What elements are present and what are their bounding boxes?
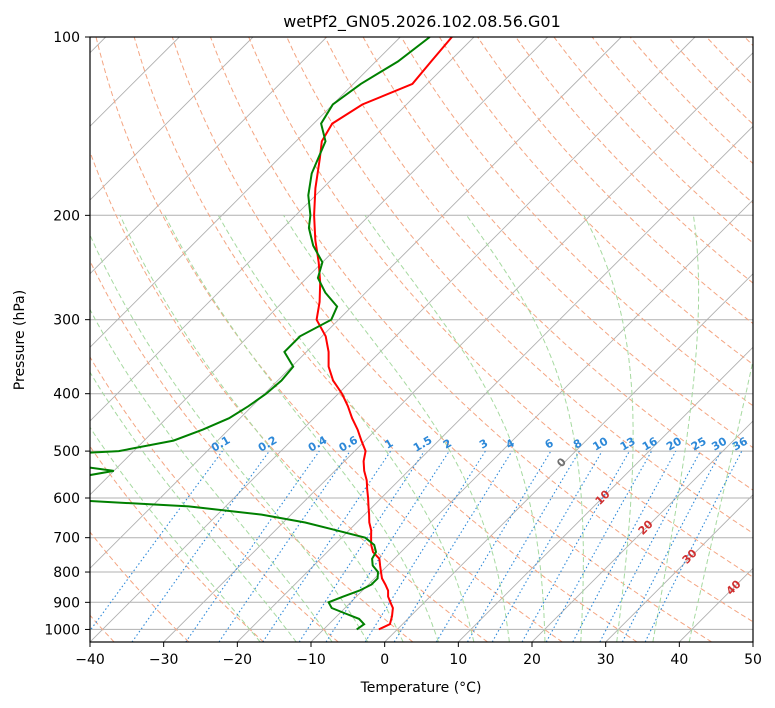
x-tick-label: 40 [670,652,688,668]
moist-adiabat [688,358,753,642]
x-axis-label: Temperature (°C) [360,680,482,696]
mixing-ratio-line [621,450,722,642]
x-tick-label: 10 [449,652,467,668]
dry-adiabat [210,37,753,623]
mixing-ratio-label: 4 [504,436,517,451]
y-axis-label: Pressure (hPa) [12,290,28,390]
mixing-ratio-line [644,450,743,642]
temperature-profile-line [313,37,453,631]
dry-adiabat-label: 20 [636,517,656,537]
mixing-ratio-line [325,450,450,642]
dry-adiabat [515,37,753,284]
moist-adiabat [90,233,369,642]
mixing-ratio-label: 6 [543,436,556,451]
moist-adiabat [164,215,439,642]
isotherm-line [752,641,753,642]
y-tick-label: 300 [53,313,80,329]
moist-adiabat [283,215,510,642]
y-tick-label: 200 [53,208,80,224]
y-tick-label: 800 [53,565,80,581]
moist-adiabat [364,215,546,642]
moist-adiabat [90,426,261,642]
axes: −40 −30 −20 −10 0 10 20 30 40 5010020030040050060… [44,30,762,668]
x-tick-label: 30 [597,652,615,668]
dry-adiabat [706,37,753,86]
dry-adiabat [324,37,753,491]
x-tick-label: −20 [223,652,253,668]
mixing-ratio-line [572,450,677,642]
moist-adiabat [583,215,634,642]
y-tick-label: 100 [53,30,80,46]
dewpoint-profile-line [90,37,431,631]
mixing-ratio-line [185,450,320,642]
y-tick-label: 900 [53,595,80,611]
moist-adiabat [217,215,475,642]
dry-adiabat [591,37,753,204]
isotherm-line [605,494,753,642]
y-tick-label: 600 [53,491,80,507]
isotherm-line [90,37,475,422]
y-tick-label: 400 [53,387,80,403]
mixing-ratio-line [262,450,392,642]
x-tick-label: 50 [744,652,762,668]
moist-adiabat [119,215,404,642]
y-tick-label: 500 [53,444,80,460]
moist-adiabat [652,215,700,642]
moist-adiabat [90,371,297,642]
mixing-ratio-line [545,450,653,642]
isotherm-line [90,37,254,201]
dry-adiabat [744,37,753,47]
dry-adiabat-label: 0 [554,455,569,470]
mixing-ratio-line [521,450,630,642]
mixing-ratio-line [435,450,552,642]
mixing-ratio-label: 1 [382,437,395,452]
isotherm-line [90,37,328,275]
dry-adiabat-label: 30 [680,546,700,566]
mixing-ratio-line [599,450,701,642]
dry-adiabat [90,531,190,642]
isotherm-line [457,346,753,642]
dry-adiabat [553,37,753,244]
mixing-ratio-line [393,450,513,642]
isotherm-line [236,125,753,642]
isotherm-line [163,52,753,642]
moist-adiabat [466,215,584,642]
mixing-ratio-line [298,450,425,642]
isotherm-line [531,420,753,642]
isotherm-line [90,37,401,348]
isotherm-line [90,37,622,569]
x-tick-label: −40 [75,652,105,668]
plot-area: 0.10.20.40.611.52346810131620253036-100-… [90,37,753,642]
y-tick-label: 1000 [44,622,80,638]
x-tick-label: −30 [149,652,179,668]
dry-adiabat [171,37,712,642]
chart-title: wetPf2_GN05.2026.102.08.56.G01 [283,12,561,32]
mixing-ratio-line [90,450,223,632]
plot-frame [89,36,754,643]
x-tick-label: 0 [380,652,389,668]
dry-adiabat [438,37,753,366]
dry-adiabat [90,356,339,642]
mixing-ratio-line [218,450,351,642]
dry-adiabat [362,37,753,449]
dry-adiabat [133,37,638,642]
isotherm-line [90,37,549,496]
dry-adiabat [400,37,753,407]
dry-adiabat [90,445,264,642]
dry-adiabat [90,259,414,642]
y-tick-label: 700 [53,531,80,547]
dry-adiabat [248,37,753,578]
mixing-ratio-line [131,450,270,642]
mixing-ratio-label: 2 [441,437,454,452]
x-tick-label: 20 [523,652,541,668]
dry-adiabat [90,150,488,642]
dry-adiabat [668,37,753,125]
isotherm-line [90,37,696,642]
isotherm-line [384,273,753,642]
mixing-ratio-label: 3 [477,437,490,452]
x-tick-label: −10 [296,652,326,668]
dry-adiabat [95,37,563,642]
